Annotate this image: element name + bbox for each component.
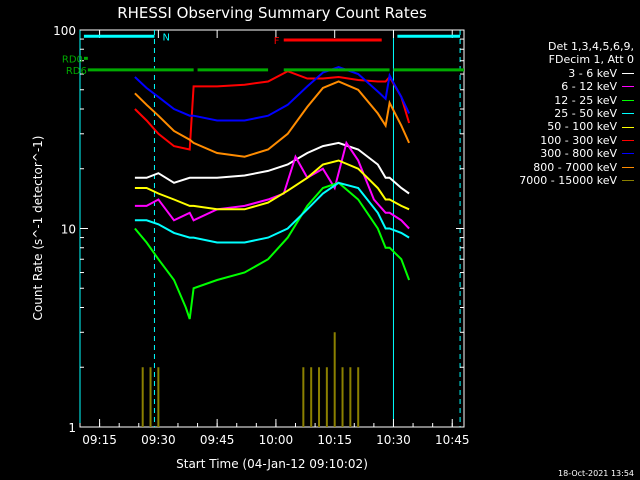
legend-item-label: 3 - 6 keV [568,66,617,80]
y-tick-label: 100 [53,24,76,38]
legend-item: 800 - 7000 keV [470,161,634,174]
legend-item: 50 - 100 keV [470,120,634,133]
chart-legend: Det 1,3,4,5,6,9, FDecim 1, Att 0 3 - 6 ke… [470,40,634,187]
annotation-label-2: F [274,36,280,47]
x-tick-label: 10:45 [435,433,470,447]
legend-item: 25 - 50 keV [470,107,634,120]
legend-item: 3 - 6 keV [470,67,634,80]
legend-item: 12 - 25 keV [470,94,634,107]
legend-item-label: 25 - 50 keV [554,107,617,121]
legend-item: 100 - 300 keV [470,134,634,147]
legend-header-line-0: Det 1,3,4,5,6,9, [547,40,634,53]
legend-item-label: 100 - 300 keV [540,133,617,147]
footer-timestamp: 18-Oct-2021 13:54 [558,469,634,478]
legend-rows: 3 - 6 keV 6 - 12 keV 12 - 25 keV 25 - 50 ke… [470,67,634,188]
series-line-1 [134,140,410,230]
series-line-3 [134,181,410,244]
legend-swatch [622,113,634,115]
legend-item-label: 7000 - 15000 keV [519,174,617,188]
series-line-2 [134,181,411,320]
plot-frame [79,29,465,428]
annotation-label-0: N [162,32,169,43]
plot-layer: 09:15 09:30 09:45 10:00 10:15 10:30 10:45 1 10 10… [53,24,469,447]
legend-swatch [622,126,634,128]
series-line-6 [134,66,411,122]
legend-swatch [622,153,634,155]
legend-swatch [622,73,634,75]
y-tick-label: 1 [68,421,76,435]
x-tick-label: 10:15 [317,433,352,447]
x-tick-label: 09:45 [200,433,235,447]
legend-item-label: 12 - 25 keV [554,93,617,107]
series-line-0 [134,141,410,195]
legend-header: Det 1,3,4,5,6,9, FDecim 1, Att 0 [470,40,634,67]
series-line-7 [134,80,411,158]
annotation-label-3: RD0 [62,54,83,65]
legend-swatch [622,140,634,142]
legend-swatch [622,86,634,88]
x-tick-label: 09:30 [141,433,176,447]
legend-item-label: 300 - 800 keV [540,147,617,161]
x-tick-label: 09:15 [82,433,117,447]
series-line-4 [134,159,410,211]
chart-title: RHESSI Observing Summary Count Rates [117,4,427,22]
legend-header-line-1: FDecim 1, Att 0 [548,53,634,67]
legend-swatch [622,166,634,168]
y-tick-label: 10 [61,223,76,237]
legend-item-label: 6 - 12 keV [561,80,617,94]
legend-item-label: 50 - 100 keV [547,120,617,134]
x-tick-label: 10:30 [376,433,411,447]
legend-swatch [622,180,634,182]
legend-item-label: 800 - 7000 keV [533,160,617,174]
y-axis-label: Count Rate (s^-1 detector^-1) [31,136,45,321]
legend-item: 300 - 800 keV [470,147,634,160]
annotation-label-4: RD6 [66,66,87,77]
x-axis-label: Start Time (04-Jan-12 09:10:02) [176,457,368,471]
legend-item: 6 - 12 keV [470,80,634,93]
legend-item: 7000 - 15000 keV [470,174,634,187]
x-tick-label: 10:00 [259,433,294,447]
legend-swatch [622,99,634,101]
